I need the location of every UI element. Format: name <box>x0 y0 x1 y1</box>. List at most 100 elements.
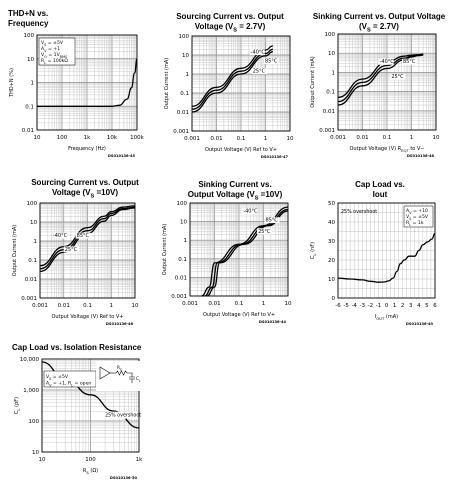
y-tick-label: 0.001 <box>171 294 187 300</box>
plot-area: 0.001 0.01 0.1 1 100.0010.010.1110100Output … <box>162 201 292 324</box>
y-axis-label: CL (pF) <box>14 397 21 414</box>
y-tick-label: 100 <box>24 33 35 39</box>
chart-title: Cap Load vs. Isolation Resistance <box>12 343 162 353</box>
series-line-85C <box>337 53 424 103</box>
title-line-1: Cap Load vs. <box>355 180 405 189</box>
x-tick-label: 0.001 <box>184 136 200 142</box>
chart-title: Sourcing Current vs. Output Voltage (VS … <box>165 12 295 36</box>
title-line-2: Output Voltage (VS =10V) <box>187 190 283 202</box>
curve-label-bg <box>402 58 418 65</box>
x-tick-label: 1 <box>410 135 414 141</box>
x-tick-label: 0.1 <box>237 136 246 142</box>
figure-code: DS010136-44 <box>259 320 287 324</box>
plot-area: 0.001 0.01 0.1 1 100.0010.010.1110100Output … <box>164 34 294 159</box>
inset-text: VS = ±5V <box>46 374 69 381</box>
y-tick-label: 10 <box>180 220 187 226</box>
x-tick-label: -1 <box>376 303 381 309</box>
x-tick-label: 0.001 <box>182 301 198 307</box>
y-tick-label: 20 <box>328 258 335 264</box>
grid <box>39 203 135 299</box>
y-axis-label: Output Current (mA) <box>12 225 18 277</box>
curve-label: 85°C <box>77 233 90 239</box>
y-tick-label: 100 <box>27 201 38 207</box>
inset-title-bg <box>103 411 137 419</box>
y-tick-label: 0.01 <box>177 110 189 116</box>
figure-code: DS010136-47 <box>261 155 289 159</box>
series-line <box>36 58 138 107</box>
y-tick-label: 10 <box>328 277 335 283</box>
curve-label-bg <box>75 232 91 239</box>
series-line--40C <box>337 53 424 99</box>
curve-label: 25°C <box>258 229 271 235</box>
grid <box>337 202 436 299</box>
x-tick-label: 100 <box>57 135 68 141</box>
plot-frame <box>39 202 136 299</box>
x-tick-label: 0.01 <box>210 136 222 142</box>
curve-label-bg <box>263 58 279 65</box>
figure-code: DS010136-50 <box>110 476 138 480</box>
x-tick-label: 100 <box>85 457 96 463</box>
y-tick-label: 10 <box>30 220 37 226</box>
x-tick-label: 1 <box>110 303 114 309</box>
y-tick-label: 40 <box>328 220 335 226</box>
y-tick-label: 0.001 <box>21 296 37 302</box>
curve-label: 85°C <box>265 59 278 65</box>
inset-text: AV = +1 <box>41 46 60 53</box>
figure-code: DS010136-46 <box>106 322 134 326</box>
series-line--40C <box>39 205 136 267</box>
x-tick-label: 0.1 <box>383 135 392 141</box>
circuit-bg <box>96 361 140 391</box>
x-tick-label: 1k <box>84 135 91 141</box>
x-tick-label: 1 <box>262 301 266 307</box>
inset-box <box>38 37 76 66</box>
y-tick-label: 0.1 <box>28 258 37 264</box>
title-line-2: Iout <box>372 190 388 199</box>
curve-label-bg <box>264 217 280 224</box>
series-line <box>337 232 436 283</box>
y-tick-label: 100 <box>29 419 40 425</box>
x-tick-label: 10k <box>107 135 118 141</box>
x-tick-label: 10 <box>287 136 294 142</box>
resistor-symbol <box>115 370 128 376</box>
plot-frame <box>337 202 436 299</box>
inset-box <box>403 205 434 228</box>
plot-frame <box>189 202 289 297</box>
plot-frame <box>337 33 437 131</box>
plot-frame <box>191 35 291 132</box>
grid <box>337 34 436 131</box>
series-line-85C <box>39 206 136 270</box>
x-tick-label: -3 <box>360 303 366 309</box>
x-tick-label: 0.01 <box>356 135 368 141</box>
plot-frame <box>41 358 140 453</box>
chart-title: Cap Load vs. Iout <box>335 180 425 200</box>
x-tick-label: 0.1 <box>235 301 244 307</box>
curve-label-bg <box>63 246 79 253</box>
curve-label: 25°C <box>253 68 266 74</box>
title-line-2: Voltage (VS =10V) <box>51 188 119 200</box>
y-tick-label: 0.001 <box>173 129 189 135</box>
curve-label-bg <box>242 208 258 215</box>
x-tick-label: 0.01 <box>58 303 70 309</box>
curve-label-bg <box>257 228 273 235</box>
y-tick-label: 10 <box>32 450 39 456</box>
chart-title: Sinking Current vs. Output Voltage (VS =… <box>308 12 450 36</box>
x-tick-label: 6 <box>433 303 437 309</box>
series-line-85C <box>204 208 289 297</box>
chart-title: THD+N vs. Frequency <box>8 9 98 29</box>
x-tick-label: 2 <box>401 303 405 309</box>
title-line-1: Sourcing Current vs. Output <box>31 178 139 187</box>
x-axis-label: Output Voltage (V) Ref to V+ <box>203 312 275 318</box>
inset-box <box>43 370 97 388</box>
y-tick-label: 10,000 <box>20 357 40 363</box>
inset-text: VS = ±5V <box>406 214 429 221</box>
x-tick-label: 0.01 <box>208 301 220 307</box>
figure-code: DS010136-45 <box>108 154 136 158</box>
x-tick-label: 0 <box>385 303 389 309</box>
curve-label: 85°C <box>265 218 278 224</box>
grid <box>36 35 137 131</box>
x-tick-label: 1 <box>393 303 397 309</box>
y-tick-label: 1 <box>186 72 190 78</box>
inset-title: 25% overshoot <box>341 209 377 215</box>
circuit-label-cl: CL <box>136 376 141 383</box>
